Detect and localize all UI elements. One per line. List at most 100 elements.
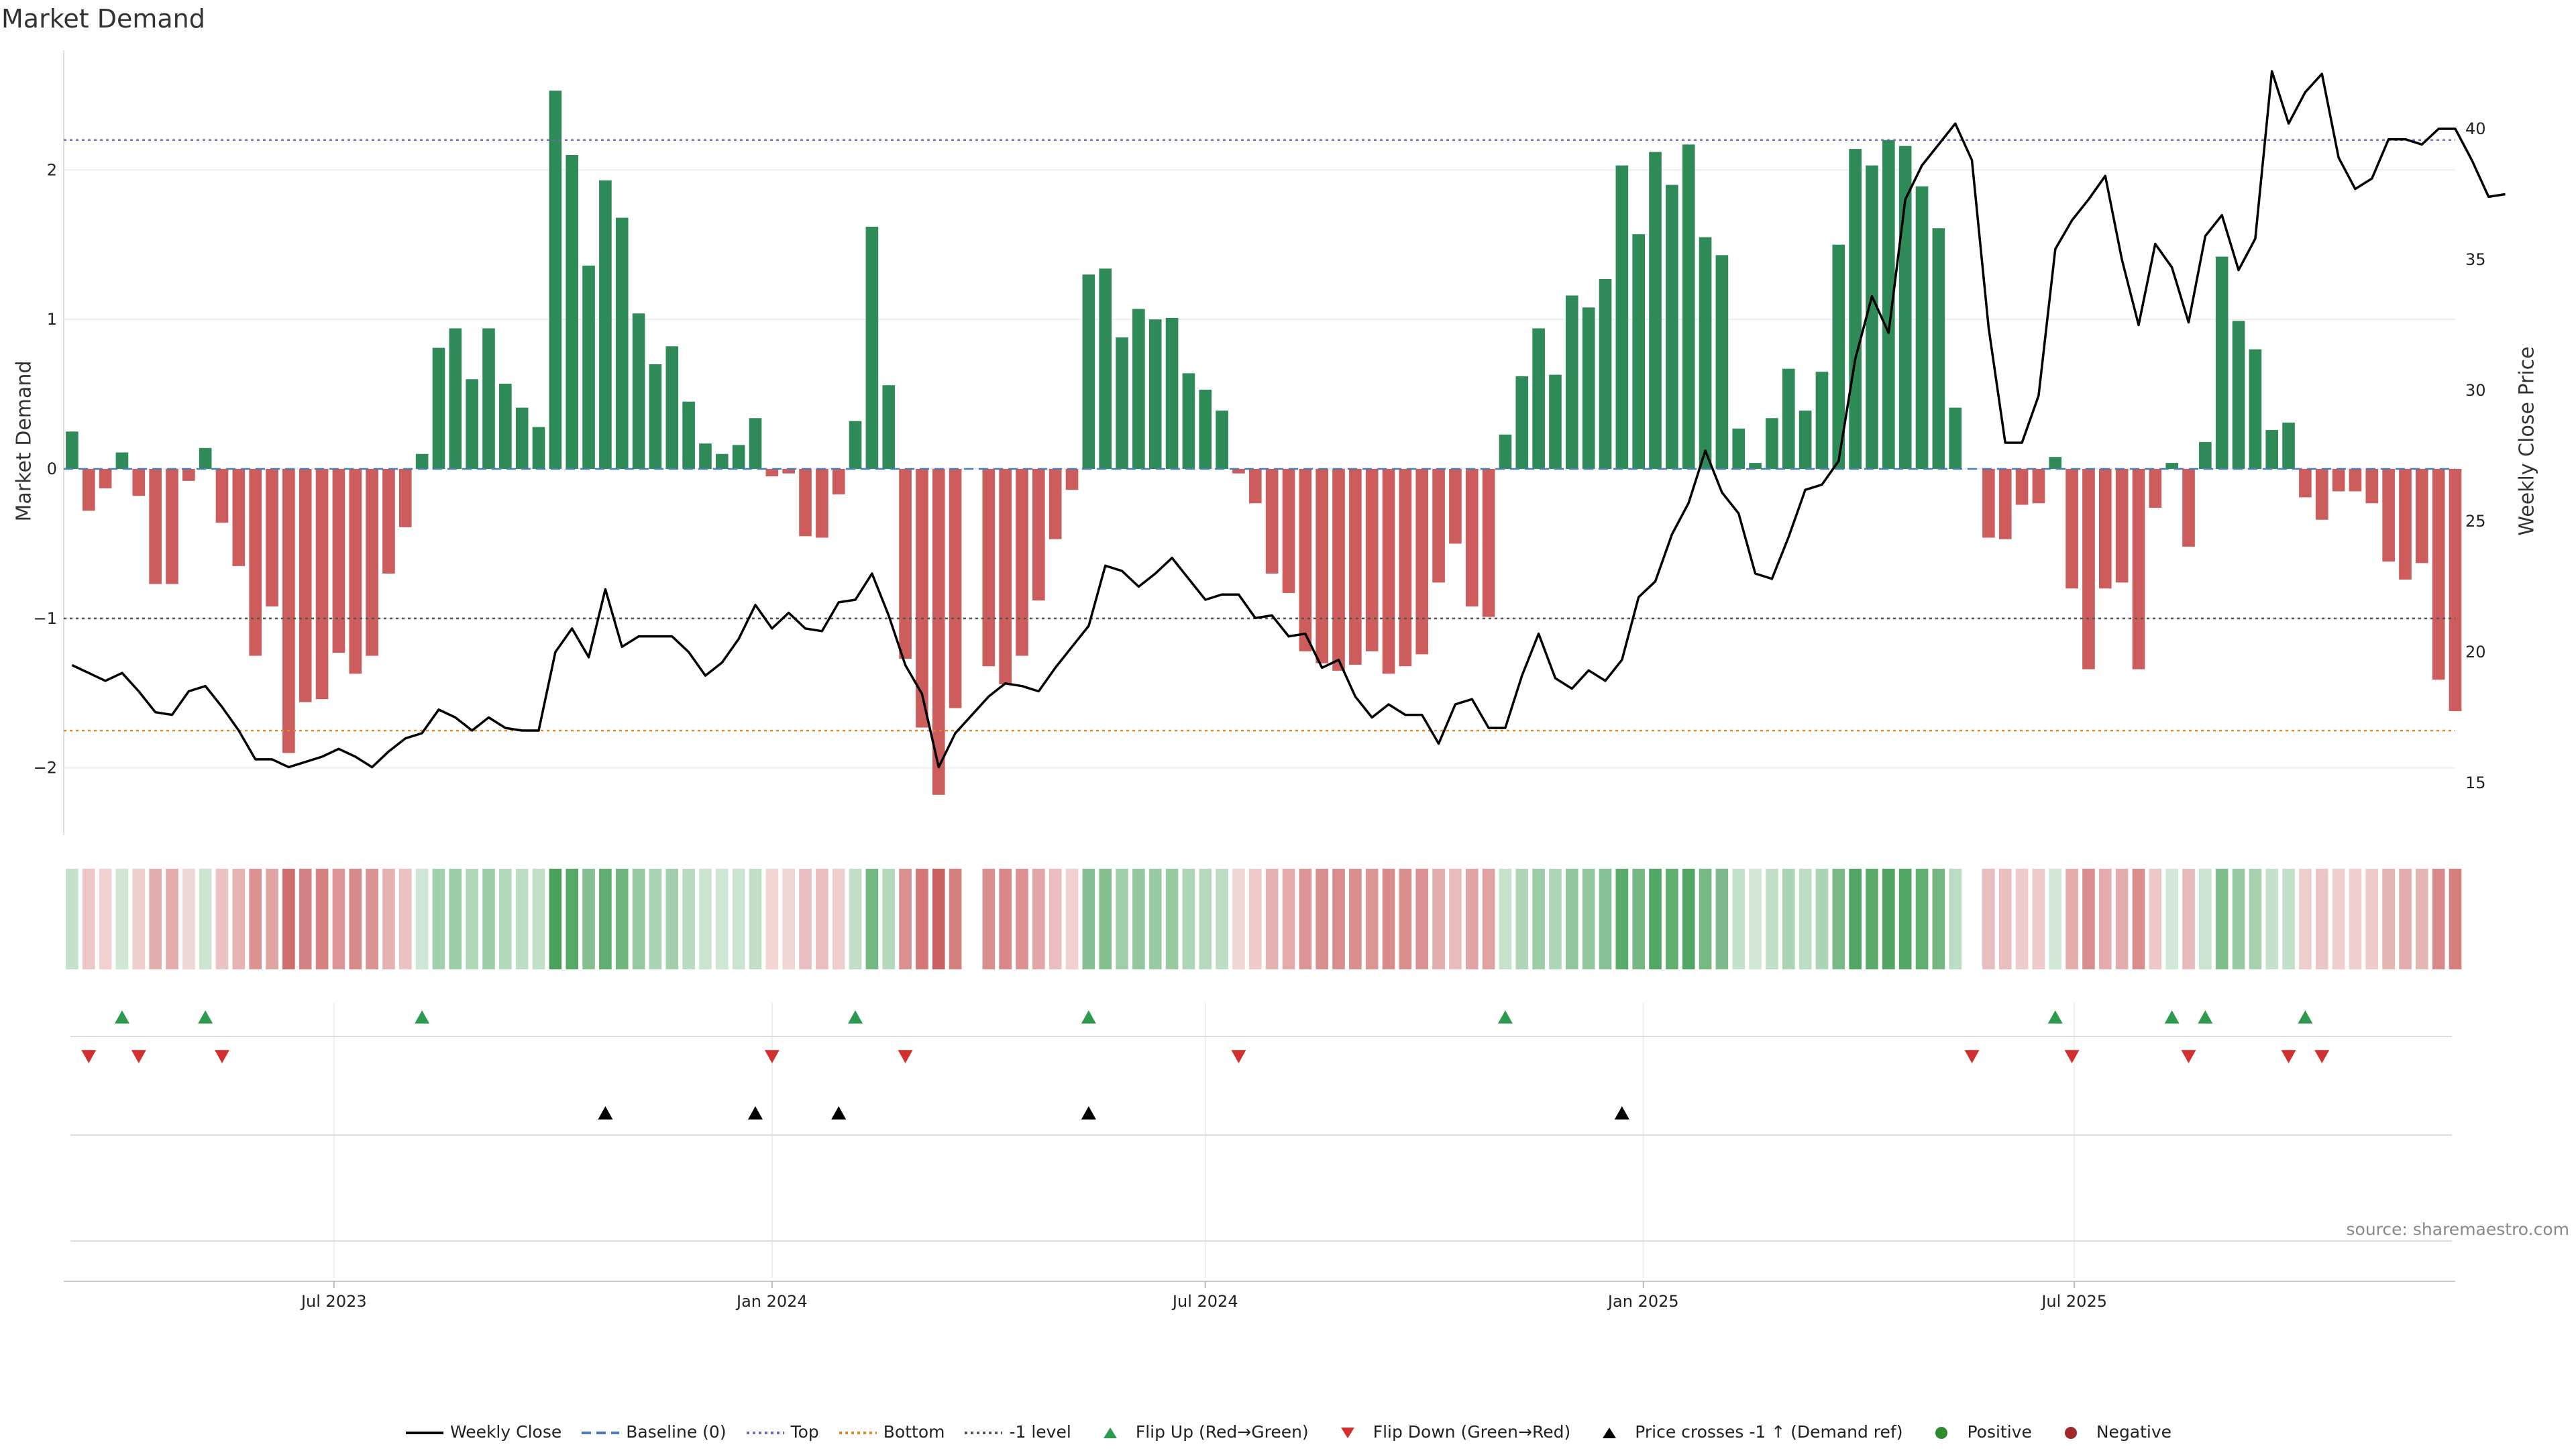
demand-bar (2432, 469, 2445, 680)
heat-cell (932, 869, 945, 969)
demand-bar (1782, 368, 1795, 469)
price-cross-marker (1614, 1106, 1629, 1120)
demand-bar (2282, 422, 2295, 469)
legend-item: Flip Down (Green→Red) (1328, 1421, 1571, 1442)
heat-cell (1515, 869, 1529, 969)
flip-up-marker (1081, 1010, 1096, 1024)
demand-bar (2265, 430, 2279, 469)
heat-cell (366, 869, 378, 969)
demand-bar (566, 155, 579, 469)
heat-cell (1998, 869, 2012, 969)
heat-cell (1116, 869, 1128, 969)
heat-cell (349, 869, 362, 969)
demand-bar (1216, 411, 1228, 469)
heat-cell (566, 869, 579, 969)
heat-cell (1732, 869, 1746, 969)
legend-swatch (965, 1431, 1003, 1434)
heat-cell (1482, 869, 1495, 969)
legend-swatch (1603, 1427, 1617, 1438)
flip-down-marker (131, 1050, 146, 1063)
flip-up-marker (848, 1010, 863, 1024)
demand-bar (1032, 469, 1045, 601)
demand-bar (1382, 469, 1395, 674)
heat-cell (299, 869, 312, 969)
legend-label: -1 level (1009, 1421, 1071, 1442)
heat-cell (1432, 869, 1445, 969)
heat-cell (799, 869, 812, 969)
demand-bar (2082, 469, 2095, 669)
heat-cell (1132, 869, 1145, 969)
heat-cell (66, 869, 78, 969)
demand-bar (1332, 469, 1345, 671)
demand-bar (1582, 307, 1595, 469)
heat-cell (2349, 869, 2362, 969)
heat-cell (1032, 869, 1045, 969)
heat-cell (1332, 869, 1345, 969)
demand-bar (1749, 463, 1762, 469)
demand-bar (1365, 469, 1379, 651)
demand-bar (1065, 469, 1079, 490)
heat-cell (2065, 869, 2078, 969)
price-cross-marker (831, 1106, 847, 1120)
heat-cell (2015, 869, 2029, 969)
heat-cell (2132, 869, 2145, 969)
demand-bar (99, 469, 112, 488)
heat-cell (582, 869, 595, 969)
heat-cell (749, 869, 762, 969)
weekly-close-line (71, 70, 2506, 769)
heat-cell (2215, 869, 2229, 969)
heat-cell (398, 869, 412, 969)
heat-cell (249, 869, 262, 969)
heat-cell (149, 869, 162, 969)
demand-bar (532, 427, 545, 469)
demand-bar (382, 469, 395, 574)
heat-cell (1565, 869, 1578, 969)
heat-cell (2315, 869, 2328, 969)
demand-bar (215, 469, 229, 523)
heat-cell (2199, 869, 2212, 969)
heat-cell (1199, 869, 1212, 969)
legend-label: Bottom (883, 1421, 945, 1442)
demand-bar (2349, 469, 2362, 492)
heat-cell (2449, 869, 2462, 969)
demand-bar (115, 452, 129, 469)
demand-bar (1982, 469, 1995, 538)
demand-bar (232, 469, 246, 566)
demand-bar (2032, 469, 2045, 504)
demand-bar (2215, 256, 2229, 469)
demand-bar (2332, 469, 2345, 492)
demand-bar (832, 469, 845, 494)
demand-bar (882, 385, 896, 469)
heat-cell (916, 869, 928, 969)
demand-bar (2049, 457, 2062, 469)
flip-up-marker (2198, 1010, 2213, 1024)
flip-down-marker (2181, 1050, 2196, 1063)
legend-label: Flip Down (Green→Red) (1373, 1421, 1571, 1442)
heat-cell (632, 869, 645, 969)
demand-bar (632, 313, 645, 469)
flip-down-marker (1231, 1050, 1246, 1063)
demand-bar (1449, 469, 1462, 544)
demand-bar (1182, 373, 1195, 469)
heat-cell (549, 869, 562, 969)
x-tick-label: Jan 2025 (1607, 1292, 1679, 1311)
heat-cell (99, 869, 112, 969)
flip-down-marker (2281, 1050, 2296, 1063)
demand-bar (349, 469, 362, 674)
demand-bar (816, 469, 828, 538)
demand-bar (149, 469, 162, 584)
demand-bar (1232, 469, 1245, 474)
heat-cell (1265, 869, 1279, 969)
legend-item: Bottom (838, 1422, 945, 1442)
heat-cell (2282, 869, 2295, 969)
flip-down-marker (764, 1050, 780, 1063)
legend-label: Negative (2096, 1421, 2172, 1442)
demand-bar (949, 469, 962, 708)
y-tick-label: 0 (47, 460, 57, 478)
heat-cell (82, 869, 95, 969)
demand-bar (932, 469, 945, 795)
demand-bar (2382, 469, 2395, 562)
heat-cell (449, 869, 462, 969)
demand-bar (582, 265, 595, 469)
demand-bar (66, 431, 78, 469)
